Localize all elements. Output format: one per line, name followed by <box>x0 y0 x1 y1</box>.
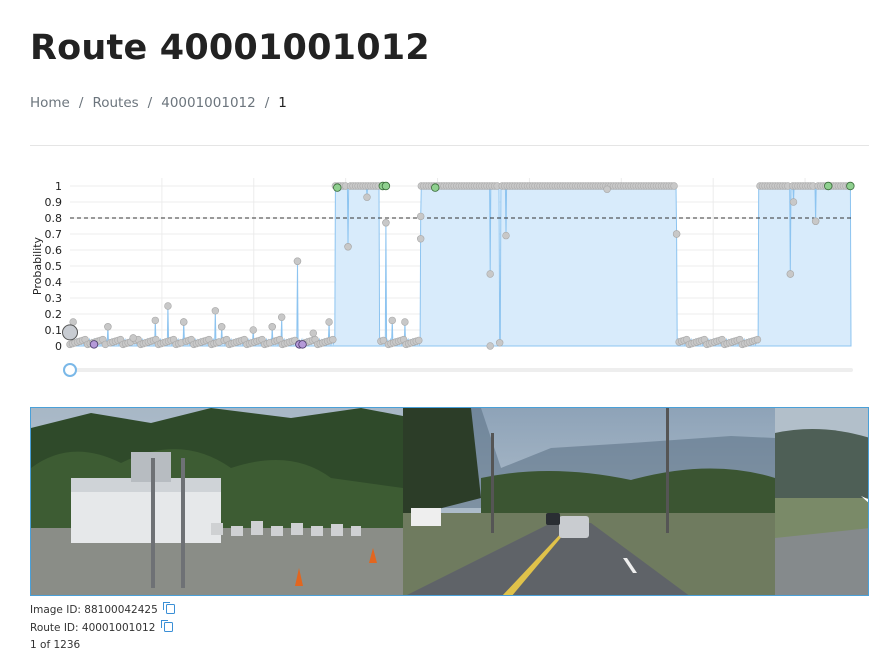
y-tick-label: 0.2 <box>45 308 63 321</box>
data-point <box>670 182 678 190</box>
data-point <box>180 318 188 326</box>
highlight-point-purple <box>89 340 99 349</box>
highlight-point-green <box>431 183 440 192</box>
y-tick-label: 0.7 <box>45 228 63 241</box>
breadcrumb-current: 1 <box>278 95 287 111</box>
highlight-point-green <box>333 183 342 192</box>
highlight-point-purple <box>298 340 307 349</box>
data-point <box>486 270 494 278</box>
image-counter: 1 of 1236 <box>30 639 81 651</box>
data-point <box>268 323 276 331</box>
breadcrumb-separator: / <box>78 95 84 111</box>
data-point <box>495 339 504 347</box>
image-id-value: 88100042425 <box>84 604 158 616</box>
breadcrumb-route-id[interactable]: 40001001012 <box>161 95 256 111</box>
breadcrumb-separator: / <box>147 95 153 111</box>
image-slider-track[interactable] <box>70 368 853 372</box>
data-point <box>811 217 820 225</box>
data-point <box>401 318 409 326</box>
y-axis-label: Probability <box>31 236 44 295</box>
data-point <box>388 316 396 325</box>
route-id-row: Route ID: 40001001012 <box>30 620 173 634</box>
y-tick-label: 0.4 <box>45 276 63 289</box>
data-point <box>309 329 317 337</box>
data-point <box>416 212 425 221</box>
y-tick-label: 1 <box>55 180 62 193</box>
highlight-point-green <box>846 181 855 191</box>
y-tick-label: 0.8 <box>45 212 63 225</box>
breadcrumb-home[interactable]: Home <box>30 95 70 111</box>
y-tick-label: 0.1 <box>45 324 63 337</box>
data-point <box>786 270 795 278</box>
data-point <box>217 323 226 331</box>
copy-icon[interactable] <box>163 602 176 614</box>
data-point <box>382 219 390 227</box>
page-title: Route 40001001012 <box>30 28 430 68</box>
data-point <box>603 185 611 193</box>
route-id-value: 40001001012 <box>81 622 156 634</box>
image-id-row: Image ID: 88100042425 <box>30 602 176 616</box>
data-point <box>104 323 112 331</box>
y-tick-label: 0.9 <box>45 196 63 209</box>
street-panorama-image <box>30 407 869 596</box>
data-point <box>415 336 423 345</box>
divider <box>30 145 869 146</box>
data-point <box>69 318 77 326</box>
data-point <box>363 193 371 201</box>
data-point <box>789 198 798 206</box>
data-point <box>164 302 172 310</box>
data-point <box>753 335 762 344</box>
y-tick-label: 0.6 <box>45 244 63 257</box>
breadcrumb-separator: / <box>264 95 270 111</box>
breadcrumb-routes[interactable]: Routes <box>92 95 139 111</box>
data-point <box>379 336 388 345</box>
highlight-point-green <box>824 181 833 191</box>
data-point <box>211 307 220 315</box>
data-point <box>129 334 137 342</box>
data-point <box>329 335 337 344</box>
image-id-label: Image ID: <box>30 604 81 616</box>
data-point <box>416 235 425 243</box>
y-tick-label: 0.3 <box>45 292 63 305</box>
y-tick-label: 0.5 <box>45 260 63 273</box>
data-point <box>277 313 286 321</box>
probability-chart[interactable]: 0 0.1 0.2 0.3 0.4 0.5 0.6 0.7 0.8 0.9 1 Probability <box>0 160 869 390</box>
y-tick-label: 0 <box>55 340 62 353</box>
data-point <box>249 326 257 334</box>
data-point <box>672 230 681 238</box>
data-point <box>325 318 333 326</box>
panorama-illustration <box>31 408 868 595</box>
highlight-point-green <box>381 181 391 191</box>
data-point <box>502 231 510 240</box>
route-id-label: Route ID: <box>30 622 79 634</box>
data-point <box>151 316 160 325</box>
data-point <box>486 342 494 350</box>
breadcrumb: Home / Routes / 40001001012 / 1 <box>30 95 287 111</box>
data-point <box>293 257 302 265</box>
copy-icon[interactable] <box>160 620 173 632</box>
image-slider-handle[interactable] <box>63 363 77 377</box>
data-point <box>344 243 352 251</box>
current-position-marker <box>62 324 78 341</box>
